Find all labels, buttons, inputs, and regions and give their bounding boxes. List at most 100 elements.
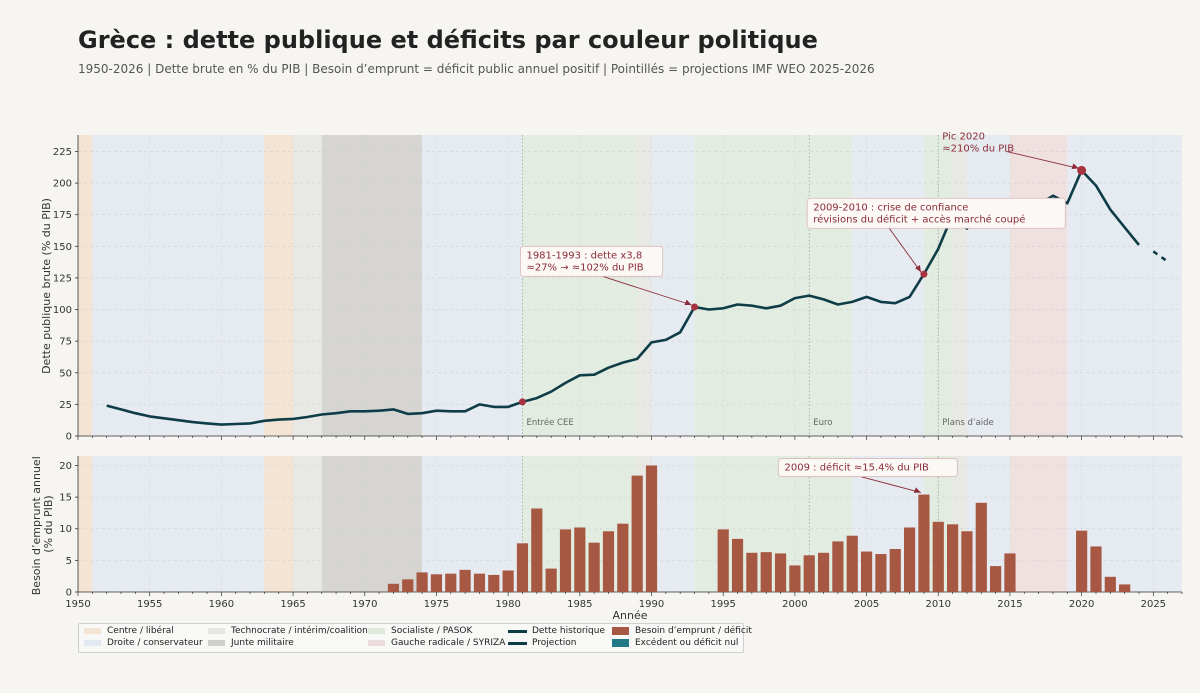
x-tick-label: 2025 [1141,599,1166,610]
annotation-arrow [602,275,692,306]
annotation-arrowhead [1071,163,1079,169]
deficit-bar [402,579,414,592]
deficit-bar [846,535,858,592]
event-label: Entrée CEE [526,417,573,428]
deficit-bar [531,508,543,592]
period-band [92,456,265,592]
legend-label-gauche: Gauche radicale / SYRIZA [391,638,506,648]
y-tick-label: 0 [66,432,72,443]
annotation-line: Pic 2020 [942,131,985,142]
legend-label-projection: Projection [532,638,577,648]
deficit-bar [889,548,901,592]
y-tick-label: 0 [66,588,72,599]
legend-item-techno: Technocrate / intérim/coalition [208,626,368,636]
deficit-bar [502,570,514,592]
deficit-bar [875,554,887,592]
x-tick-label: 1975 [424,599,449,610]
annotation-line: 1981-1993 : dette x3,8 [526,250,642,261]
legend-item-surplus: Excédent ou déficit nul [612,638,738,648]
deficit-bar [445,573,457,592]
deficit-bar [817,552,830,592]
period-band [952,135,967,436]
deficit-bar [574,527,586,592]
deficit-bar [731,538,744,592]
legend-swatch-centre [84,628,101,634]
annotation-text: 1981-1993 : dette x3,8 ≈27% → ≈102% du PI… [526,250,643,273]
annotation-box [806,197,1066,229]
deficit-y-axis-label: Besoin d’emprunt annuel (% du PIB) [30,453,55,596]
annotation-arrowhead [915,264,921,273]
annotation-arrow [860,476,922,494]
x-tick-label: 2005 [854,599,879,610]
annotation-line: ≈210% du PIB [942,143,1014,154]
x-tick-label: 2015 [997,599,1022,610]
period-band [651,456,695,592]
deficit-bar [416,572,428,592]
annotation-line: révisions du déficit + accès marché coup… [813,213,1025,225]
debt-y-axis-label: Dette publique brute (% du PIB) [40,198,53,374]
y-tick-label: 225 [53,147,72,158]
period-band [293,456,322,592]
annotation-arrowhead [684,299,692,306]
deficit-bar [975,502,987,592]
deficit-bar [961,531,973,592]
period-band [1067,135,1182,436]
deficit-bar [717,529,729,592]
deficit-bar [760,552,772,592]
legend: Centre / libéral Droite / conservateur T… [78,623,752,653]
annotation-arrowhead [913,487,921,493]
deficit-bar [602,531,615,592]
deficit-bar [1004,553,1016,592]
deficit-bar [903,527,916,592]
deficit-bar [516,543,529,592]
legend-swatch-socialist [368,628,385,634]
y-tick-label: 150 [53,242,72,253]
legend-label-socialist: Socialiste / PASOK [391,626,473,636]
y-tick-label: 5 [66,556,72,567]
deficit-bar [990,566,1002,592]
highlight-marker [691,303,699,311]
deficit-bar [617,523,629,592]
x-tick-label: 1990 [639,599,664,610]
legend-label-droite: Droite / conservateur [107,638,203,648]
deficit-bar [559,529,572,592]
chart-title: Grèce : dette publique et déficits par c… [78,26,818,54]
x-tick-label: 1965 [280,599,305,610]
annotation-line: 2009 : déficit ≈15.4% du PIB [785,462,930,474]
y-tick-label: 20 [59,461,72,472]
x-tick-label: 2020 [1069,599,1094,610]
deficit-bar [789,565,801,592]
legend-item-centre: Centre / libéral [84,626,174,636]
deficit-bar [1090,546,1102,592]
period-band [966,135,1010,436]
annotation-line: ≈27% → ≈102% du PIB [526,262,643,273]
annotation-text: Pic 2020 ≈210% du PIB [942,131,1014,154]
legend-swatch-techno [208,628,225,634]
deficit-bar [774,553,787,592]
period-band [422,456,523,592]
event-label: Euro [813,418,832,428]
legend-item-gauche: Gauche radicale / SYRIZA [368,638,505,648]
highlight-marker [518,398,526,406]
y-tick-label: 15 [59,493,72,504]
legend-label-deficit: Besoin d’emprunt / déficit [635,626,752,636]
deficit-bar [588,542,600,592]
deficit-y-axis-label-line2: (% du PIB) [42,495,55,552]
x-tick-label: 2010 [926,599,951,610]
legend-label-junta: Junte militaire [231,638,294,648]
y-tick-label: 25 [59,400,72,411]
deficit-bar [545,568,557,592]
legend-item-projection: Projection [508,638,577,648]
legend-item-deficit: Besoin d’emprunt / déficit [612,626,752,636]
legend-item-socialist: Socialiste / PASOK [368,626,472,636]
x-tick-label: 1980 [495,599,520,610]
period-band [651,135,695,436]
annotation-arrow [1006,151,1079,169]
legend-swatch-surplus [612,639,629,647]
legend-label-surplus: Excédent ou déficit nul [635,638,739,648]
period-band [637,135,652,436]
y-tick-label: 10 [59,524,72,535]
deficit-bar [1076,530,1088,592]
deficit-bar [860,551,873,592]
